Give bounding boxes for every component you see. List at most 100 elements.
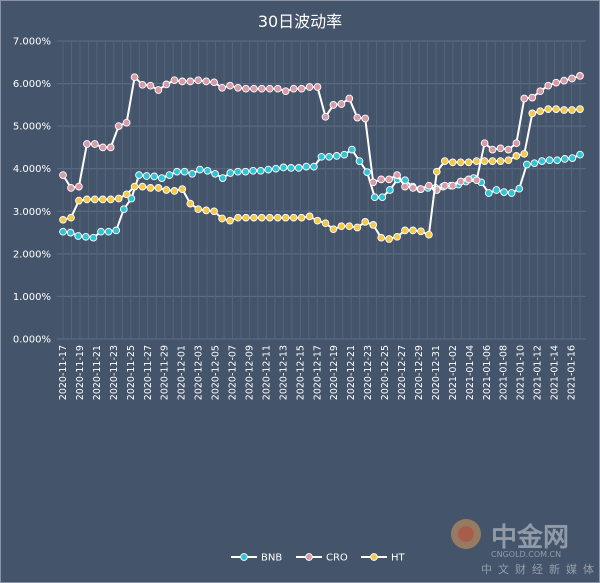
legend-label: HT (391, 553, 406, 564)
data-point-bnb (340, 150, 349, 159)
data-point-ht (345, 222, 354, 231)
x-tick-label: 2020-12-03 (194, 345, 205, 400)
data-point-ht (512, 152, 521, 160)
data-point-bnb (272, 164, 280, 173)
data-point-ht (432, 167, 441, 176)
data-point-bnb (135, 171, 143, 179)
legend-label: CRO (326, 553, 348, 564)
data-point-cro (488, 145, 497, 154)
x-tick-label: 2020-12-15 (295, 345, 306, 400)
data-point-bnb (256, 166, 265, 175)
data-point-cro (361, 114, 370, 123)
data-point-bnb (211, 169, 219, 178)
data-point-ht (385, 235, 393, 243)
data-point-cro (544, 81, 553, 90)
data-point-bnb (363, 168, 371, 176)
data-point-cro (98, 143, 107, 152)
data-point-cro (265, 84, 274, 93)
x-tick-label: 2020-12-23 (363, 345, 374, 400)
data-point-bnb (500, 188, 508, 196)
data-point-cro (138, 80, 147, 89)
data-point-ht (186, 199, 195, 208)
x-tick-label: 2020-12-05 (211, 345, 222, 400)
x-tick-label: 2020-12-19 (329, 345, 340, 400)
legend-marker (370, 553, 378, 561)
data-point-bnb (576, 150, 584, 159)
data-point-ht (448, 158, 457, 167)
data-point-cro (67, 184, 75, 192)
data-point-cro (83, 140, 91, 148)
series-bnb (59, 145, 584, 242)
x-tick-label: 2020-12-29 (414, 345, 425, 400)
data-point-cro (504, 145, 513, 154)
data-point-cro (329, 101, 338, 109)
y-tick-label: 0.000% (13, 335, 51, 346)
data-point-bnb (249, 166, 257, 175)
data-point-bnb (538, 157, 546, 165)
data-point-cro (496, 144, 505, 153)
x-tick-label: 2020-11-25 (126, 345, 137, 400)
data-point-bnb (553, 156, 562, 165)
x-tick-label: 2021-01-06 (482, 345, 493, 400)
data-point-cro (448, 181, 457, 190)
data-point-ht (361, 218, 370, 226)
data-point-ht (114, 194, 123, 203)
data-point-bnb (560, 155, 569, 163)
data-point-ht (417, 227, 425, 236)
data-point-cro (353, 113, 362, 122)
data-point-ht (440, 157, 449, 165)
data-point-cro (242, 84, 250, 93)
y-tick-label: 4.000% (13, 164, 51, 175)
x-tick-label: 2021-01-16 (567, 345, 578, 400)
data-point-ht (568, 106, 576, 114)
data-point-bnb (74, 232, 83, 240)
data-point-ht (289, 213, 298, 222)
data-point-bnb (355, 157, 364, 165)
data-point-cro (409, 184, 417, 192)
data-point-cro (114, 122, 123, 130)
legend-item-bnb: BNB (231, 553, 282, 564)
data-point-cro (552, 78, 560, 87)
data-point-ht (265, 213, 274, 222)
data-point-bnb (218, 174, 227, 182)
x-tick-label: 2020-12-01 (177, 345, 188, 400)
data-point-cro (520, 94, 529, 103)
data-point-bnb (348, 145, 356, 154)
series-layer (59, 72, 584, 243)
data-point-bnb (180, 167, 189, 176)
watermark-domain: CNGOLD.COM.CN (491, 550, 561, 559)
x-tick-label: 2020-12-11 (261, 345, 272, 400)
data-point-bnb (66, 228, 75, 237)
data-point-ht (178, 185, 187, 193)
data-point-ht (122, 190, 131, 199)
legend-marker (240, 553, 248, 561)
data-point-bnb (386, 186, 394, 194)
data-point-cro (106, 143, 115, 152)
data-point-cro (210, 78, 218, 87)
data-point-cro (59, 171, 67, 179)
x-tick-label: 2020-12-13 (278, 345, 289, 400)
data-point-bnb (81, 232, 90, 241)
data-point-ht (242, 213, 250, 222)
watermark-logo: 中金网 CNGOLD.COM.CN 中文财经新媒体 (451, 519, 594, 576)
data-point-ht (257, 213, 266, 222)
data-point-ht (75, 196, 83, 205)
data-point-cro (456, 177, 465, 186)
data-point-bnb (522, 160, 531, 169)
data-point-cro (273, 84, 282, 93)
data-point-cro (393, 171, 401, 179)
data-point-bnb (507, 189, 516, 197)
data-point-cro (568, 74, 576, 83)
data-point-ht (337, 222, 346, 231)
data-point-ht (98, 195, 107, 204)
data-point-ht (59, 215, 67, 224)
data-point-bnb (157, 174, 166, 182)
data-point-bnb (241, 167, 250, 176)
data-point-ht (130, 182, 139, 191)
x-tick-label: 2020-11-19 (75, 345, 86, 400)
x-tick-label: 2020-12-27 (397, 345, 408, 400)
data-point-bnb (59, 227, 67, 236)
data-point-ht (146, 184, 155, 192)
data-point-ht (576, 105, 584, 113)
